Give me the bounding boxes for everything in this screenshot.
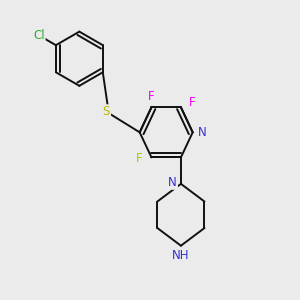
Text: F: F xyxy=(189,95,195,109)
Text: Cl: Cl xyxy=(33,29,45,42)
Text: S: S xyxy=(103,105,110,118)
Text: NH: NH xyxy=(172,249,190,262)
Text: F: F xyxy=(148,90,155,103)
Text: N: N xyxy=(168,176,177,189)
Text: F: F xyxy=(136,152,142,165)
Text: N: N xyxy=(198,126,206,139)
